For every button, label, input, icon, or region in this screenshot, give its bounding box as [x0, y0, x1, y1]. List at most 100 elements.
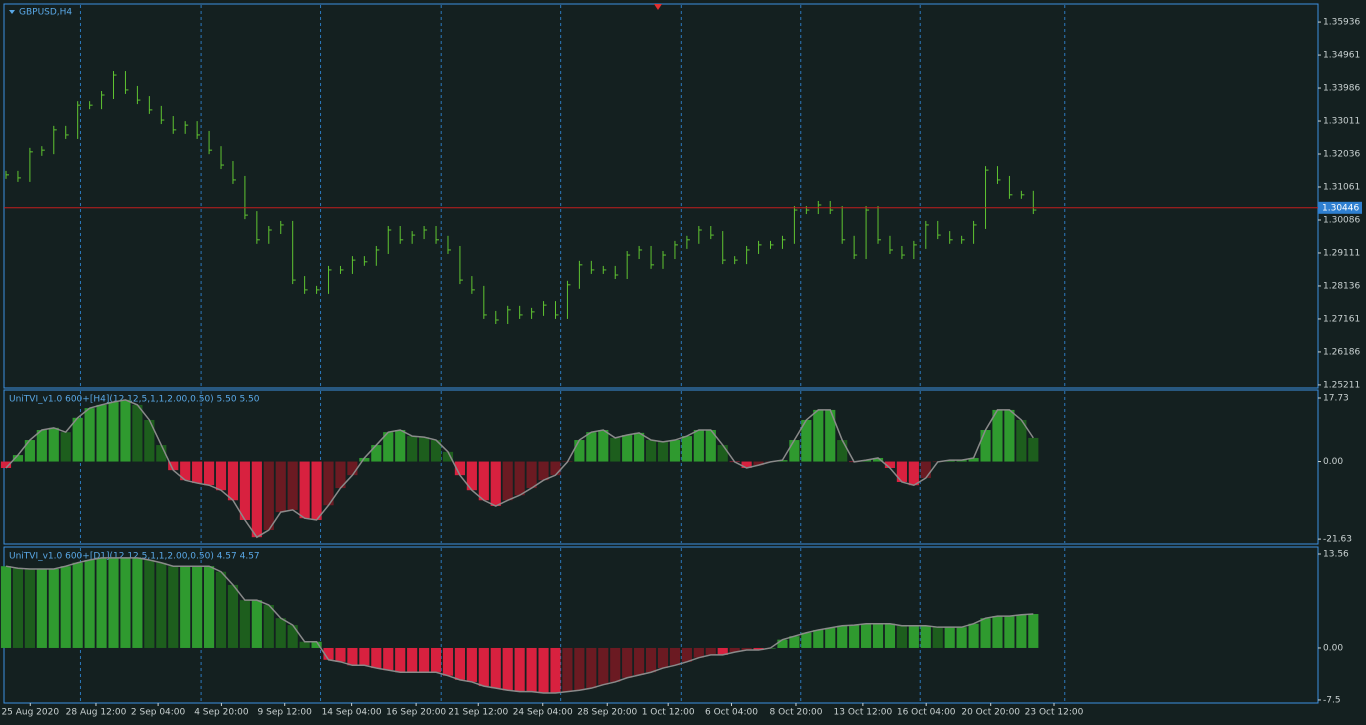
x-tick-label: 24 Sep 04:00: [513, 708, 573, 718]
histogram-bar: [598, 430, 609, 462]
histogram-bar: [311, 461, 322, 520]
histogram-bar: [24, 440, 35, 462]
indicator-line: [5, 399, 1034, 539]
histogram-bar: [203, 566, 215, 648]
histogram-bar: [192, 566, 203, 648]
histogram-bar: [120, 557, 131, 648]
histogram-bar: [275, 618, 286, 648]
histogram-bar: [287, 625, 298, 648]
histogram-bar: [502, 647, 513, 691]
histogram-bar: [168, 566, 179, 648]
x-tick-label: 2 Sep 04:00: [131, 708, 186, 718]
histogram-bar: [120, 399, 131, 462]
histogram-bar: [550, 647, 561, 694]
histogram-bar: [12, 568, 24, 648]
histogram-bar: [371, 445, 382, 462]
histogram-bar: [872, 623, 884, 648]
x-tick-label: 4 Sep 20:00: [194, 708, 249, 718]
histogram-bar: [741, 461, 752, 469]
histogram-bar: [944, 627, 955, 648]
histogram-bar: [777, 639, 788, 648]
histogram-bar: [1004, 409, 1015, 462]
histogram-bar: [825, 409, 836, 462]
histogram-bar: [60, 432, 71, 462]
histogram-bar: [645, 647, 657, 673]
histogram-bar: [872, 457, 884, 462]
histogram-bar: [813, 629, 824, 648]
histogram-bar: [896, 625, 907, 648]
y-tick-label: 17.73: [1323, 393, 1349, 403]
histogram-bar: [837, 625, 848, 648]
histogram-bar: [84, 408, 95, 462]
x-tick-label: 9 Sep 12:00: [258, 708, 313, 718]
histogram-bar: [908, 625, 919, 648]
histogram-bar: [395, 430, 406, 462]
histogram-bar: [251, 461, 262, 538]
y-tick-label: 1.30086: [1323, 215, 1360, 225]
histogram-bar: [359, 647, 370, 666]
histogram-bar: [132, 557, 143, 648]
histogram-bar: [430, 440, 442, 462]
histogram-bar: [263, 461, 274, 531]
y-tick-label: 0.00: [1323, 457, 1343, 467]
histogram-bar: [693, 430, 704, 462]
histogram-bar: [598, 647, 609, 685]
histogram-bar: [12, 455, 24, 462]
histogram-bar: [610, 647, 621, 682]
histogram-bar: [562, 647, 573, 692]
y-tick-label: 0.00: [1323, 643, 1343, 653]
histogram-bar: [574, 647, 585, 691]
histogram-bar: [968, 457, 979, 462]
symbol-title: GBPUSD,H4: [19, 8, 72, 18]
histogram-bar: [992, 409, 1003, 462]
histogram-bar: [442, 647, 454, 676]
x-tick-label: 1 Oct 12:00: [642, 708, 695, 718]
histogram-bar: [478, 647, 489, 687]
collapse-arrow[interactable]: [9, 10, 15, 14]
histogram-bar: [323, 461, 334, 506]
histogram-bar: [705, 647, 716, 655]
histogram-bar: [72, 417, 83, 462]
histogram-bar: [634, 432, 645, 462]
x-tick-label: 20 Oct 20:00: [961, 708, 1020, 718]
y-tick-label: 1.27161: [1323, 314, 1360, 324]
y-tick-label: 1.34961: [1323, 51, 1360, 61]
indicator-line: [5, 557, 1034, 694]
histogram-bar: [920, 625, 931, 648]
indicator-title: UniTVI_v1.0 600+[D1](12,12,5,1,1,2.00,0.…: [9, 552, 260, 562]
histogram-bar: [849, 625, 860, 648]
histogram-bar: [992, 616, 1003, 648]
histogram-bar: [383, 647, 394, 671]
histogram-bar: [430, 647, 442, 673]
histogram-bar: [932, 627, 943, 648]
histogram-bar: [132, 404, 143, 462]
histogram-bar: [227, 584, 239, 648]
histogram-bar: [490, 461, 501, 507]
histogram-bar: [96, 557, 107, 648]
y-tick-label: 1.33011: [1323, 117, 1360, 127]
histogram-bar: [335, 647, 346, 662]
histogram-bar: [490, 647, 501, 689]
histogram-bar: [96, 404, 107, 462]
histogram-bar: [1016, 614, 1027, 648]
histogram-bar: [251, 600, 262, 648]
histogram-bar: [144, 419, 155, 462]
histogram-bar: [586, 647, 597, 689]
histogram-bar: [657, 647, 669, 669]
y-tick-label: 1.28136: [1323, 281, 1360, 291]
histogram-bar: [753, 647, 764, 651]
histogram-bar: [156, 445, 167, 462]
histogram-bar: [956, 627, 967, 648]
histogram-bar: [514, 647, 525, 692]
histogram-bar: [454, 461, 466, 476]
histogram-bar: [323, 647, 334, 660]
histogram-bar: [896, 461, 907, 482]
histogram-bar: [60, 566, 71, 648]
indicator-title: UniTVI_v1.0 600+[H4](12,12,5,1,1,2.00,0.…: [9, 395, 260, 405]
histogram-bar: [263, 605, 274, 648]
price-label: 1.30446: [1322, 203, 1359, 213]
histogram-bar: [299, 461, 310, 519]
histogram-bar: [1028, 437, 1039, 462]
